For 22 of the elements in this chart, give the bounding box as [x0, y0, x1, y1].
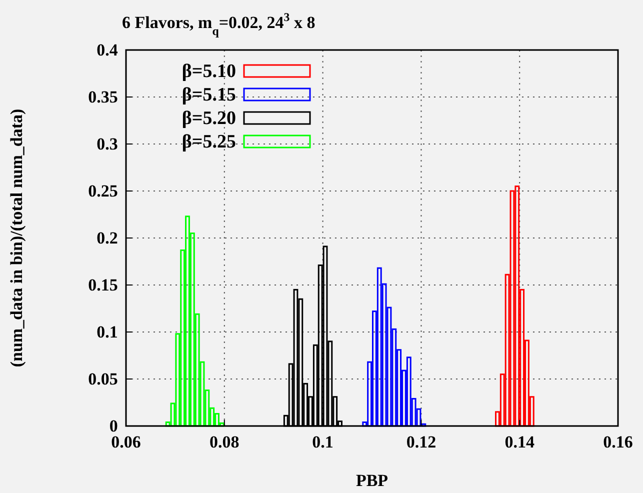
- y-axis-title: (num_data in bin)/(total num_data): [7, 108, 26, 368]
- legend-label: β=5.20: [182, 108, 236, 129]
- y-tick-label: 0: [109, 416, 118, 436]
- x-tick-label: 0.08: [210, 432, 240, 452]
- legend-label: β=5.25: [182, 132, 236, 152]
- y-tick-label: 0.4: [96, 40, 118, 60]
- x-tick-label: 0.06: [111, 432, 141, 452]
- x-axis-title: PBP: [356, 471, 388, 490]
- chart-title: 6 Flavors, m$_{q}$=0.02, 24$^{3}$ x 8: [122, 10, 316, 38]
- legend-label: β=5.10: [182, 61, 236, 82]
- y-tick-label: 0.05: [88, 369, 118, 388]
- legend-label: β=5.15: [182, 84, 236, 106]
- y-tick-label: 0.2: [96, 228, 118, 248]
- x-tick-label: 0.12: [406, 432, 436, 452]
- x-tick-label: 0.14: [504, 432, 535, 452]
- x-tick-label: 0.1: [312, 432, 334, 452]
- x-tick-label: 0.16: [603, 432, 633, 452]
- y-tick-label: 0.35: [88, 87, 118, 106]
- y-tick-label: 0.1: [96, 322, 118, 342]
- y-tick-label: 0.3: [96, 134, 118, 154]
- y-tick-label: 0.25: [88, 181, 118, 200]
- y-tick-label: 0.15: [88, 275, 118, 294]
